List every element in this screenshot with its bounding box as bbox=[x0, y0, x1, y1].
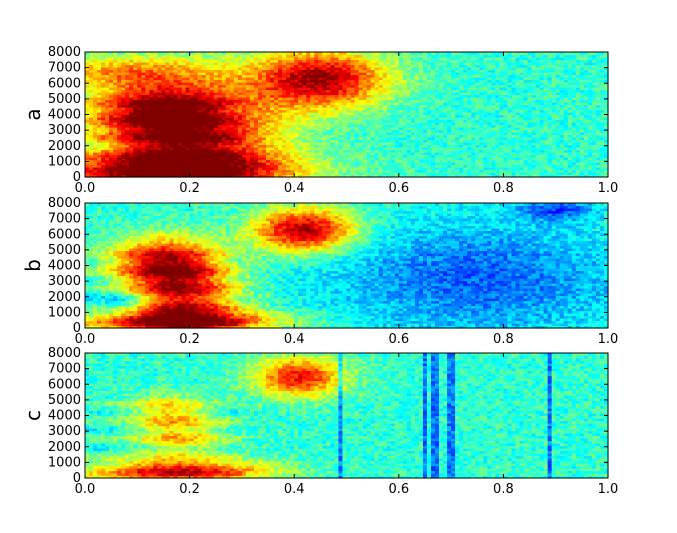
heatmap-cells bbox=[85, 52, 609, 178]
